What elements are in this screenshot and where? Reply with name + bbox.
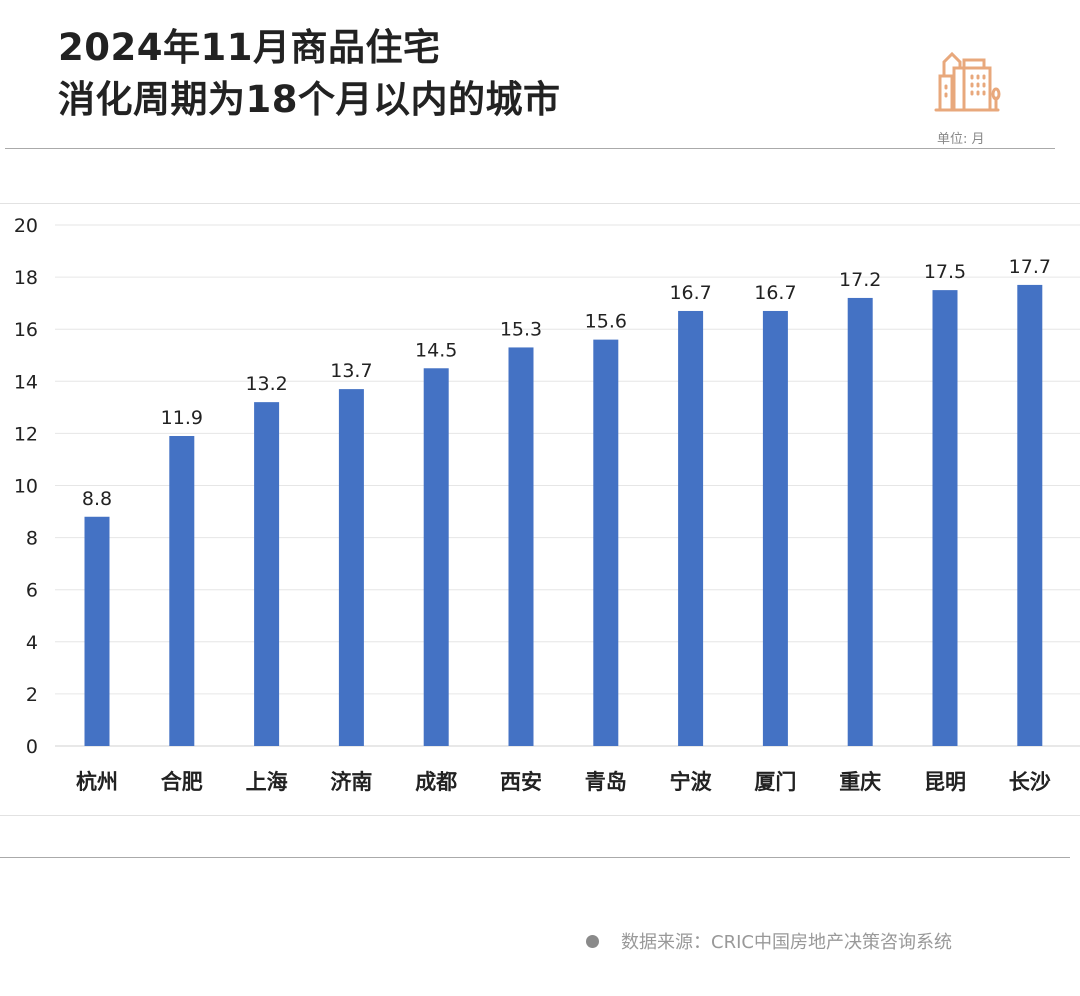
x-tick-label: 上海 <box>246 770 288 794</box>
x-tick-label: 西安 <box>500 770 542 794</box>
data-source: 数据来源：CRIC中国房地产决策咨询系统 <box>586 928 952 954</box>
data-label: 17.2 <box>839 269 881 291</box>
source-text: 数据来源：CRIC中国房地产决策咨询系统 <box>621 932 952 953</box>
x-tick-label: 厦门 <box>754 770 796 794</box>
buildings-icon <box>932 46 1002 118</box>
data-label: 17.7 <box>1009 256 1051 278</box>
chart-bottom-border <box>0 815 1080 816</box>
data-label: 15.6 <box>585 311 627 333</box>
bar <box>338 389 364 746</box>
title-line-1: 2024年11月商品住宅 <box>58 26 441 69</box>
footer-divider <box>0 857 1070 858</box>
data-label: 8.8 <box>82 488 112 510</box>
bar <box>508 347 534 746</box>
x-tick-label: 宁波 <box>670 770 713 794</box>
x-tick-label: 重庆 <box>839 770 881 794</box>
y-tick-label: 20 <box>14 215 38 237</box>
bar <box>423 368 449 746</box>
header-divider <box>5 148 1055 149</box>
bar <box>84 516 110 746</box>
bar <box>169 436 195 746</box>
x-tick-label: 成都 <box>415 770 457 794</box>
title-line-2: 消化周期为18个月以内的城市 <box>58 78 561 121</box>
x-tick-label: 济南 <box>330 770 372 794</box>
data-label: 14.5 <box>415 339 457 361</box>
unit-label: 单位: 月 <box>937 132 985 147</box>
data-label: 13.7 <box>330 360 372 382</box>
data-label: 17.5 <box>924 261 966 283</box>
y-tick-label: 12 <box>14 423 38 445</box>
chart-top-border <box>0 203 1080 204</box>
data-label: 11.9 <box>161 407 203 429</box>
y-tick-label: 2 <box>26 684 38 706</box>
bar <box>678 310 704 746</box>
y-tick-label: 0 <box>26 736 38 758</box>
bar <box>593 339 619 746</box>
y-tick-label: 4 <box>26 632 38 654</box>
chart-title: 2024年11月商品住宅 消化周期为18个月以内的城市 <box>58 22 561 126</box>
bullet-icon <box>586 934 599 948</box>
x-tick-label: 杭州 <box>76 770 118 794</box>
y-tick-label: 14 <box>14 371 38 393</box>
y-tick-label: 6 <box>26 580 38 602</box>
x-tick-label: 长沙 <box>1009 770 1051 794</box>
x-tick-label: 昆明 <box>924 770 966 794</box>
bar <box>932 290 958 746</box>
bar <box>762 310 788 746</box>
x-tick-label: 合肥 <box>161 770 203 794</box>
y-tick-label: 16 <box>14 319 38 341</box>
y-tick-label: 18 <box>14 267 38 289</box>
bar <box>847 297 873 746</box>
y-tick-label: 8 <box>26 528 38 550</box>
y-tick-label: 10 <box>14 476 38 498</box>
data-label: 16.7 <box>754 282 796 304</box>
bar <box>1017 284 1043 746</box>
x-tick-label: 青岛 <box>585 770 627 794</box>
data-label: 15.3 <box>500 318 542 340</box>
data-label: 16.7 <box>669 282 711 304</box>
bar <box>254 402 280 746</box>
data-label: 13.2 <box>245 373 287 395</box>
